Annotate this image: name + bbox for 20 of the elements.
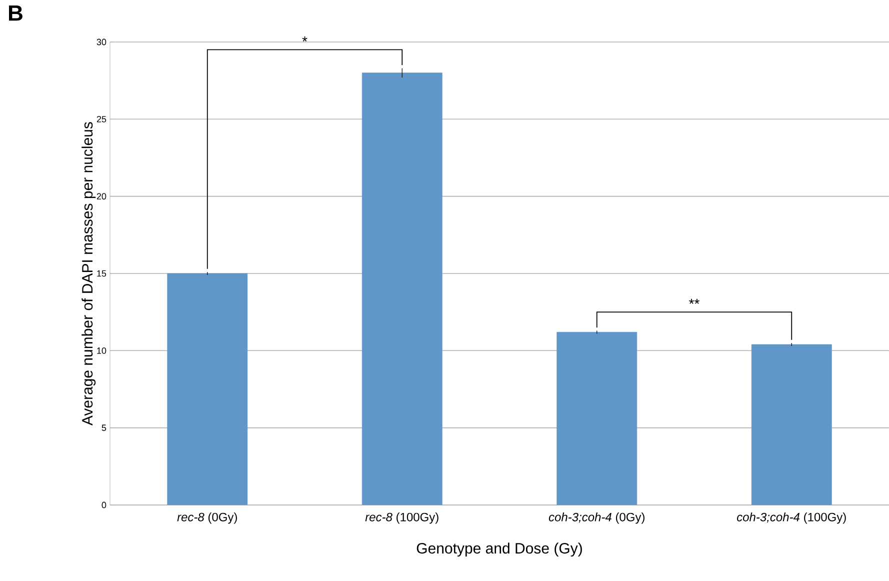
bar [362,72,442,505]
y-tick-label: 25 [96,116,106,122]
y-tick-label: 20 [96,193,106,200]
bar [167,273,248,505]
x-axis-title: Genotype and Dose (Gy) [416,542,582,557]
text: B [9,6,22,21]
bar [751,344,832,505]
y-tick-label: 30 [96,38,106,46]
x-tick-label: coh-3;coh-4 (100Gy) [736,512,846,524]
text: * [302,36,308,42]
x-tick-label: rec-8 (100Gy) [365,512,438,524]
y-tick-label: 5 [102,424,106,431]
y-tick-label: 15 [97,270,106,277]
y-tick-label: 10 [97,347,106,354]
x-tick-label: rec-8 (0Gy) [177,512,237,524]
x-tick-label: coh-3;coh-4 (0Gy) [548,512,644,524]
y-axis-title: Average number of DAPI masses per nucleus [82,122,96,426]
y-tick-label: 0 [102,502,106,508]
annotation: ** [689,298,700,304]
bar [556,332,638,505]
